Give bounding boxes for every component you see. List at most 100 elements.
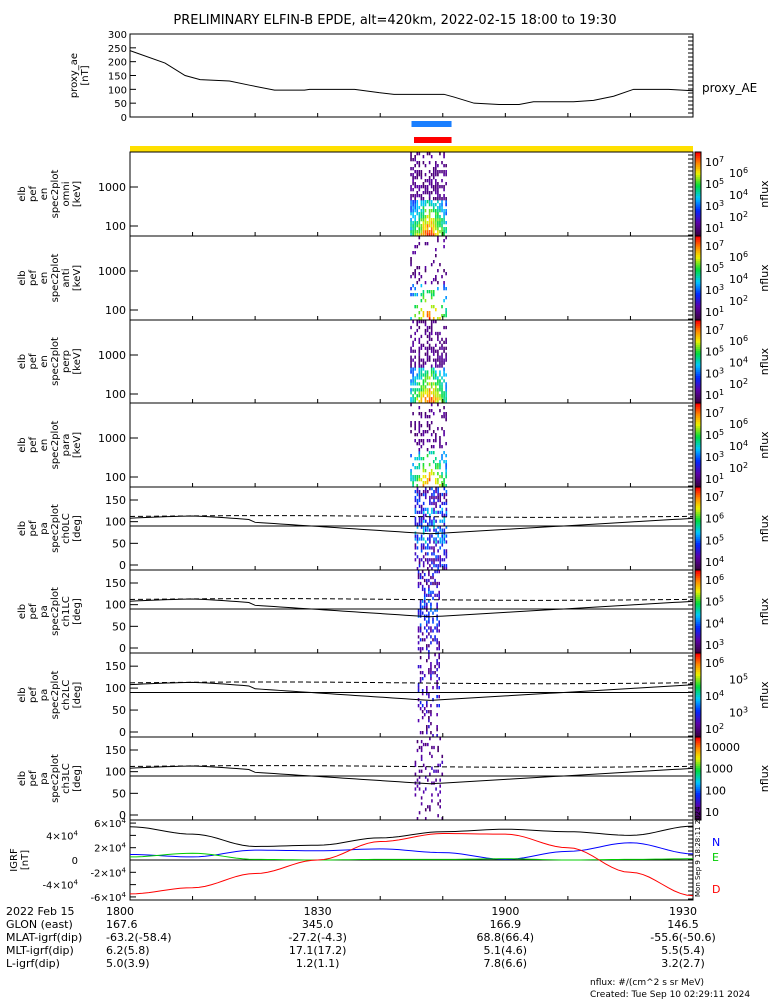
spectrogram-cell [430, 233, 433, 237]
spectrogram-cell [443, 221, 445, 225]
y-tick-label: 100 [105, 388, 126, 401]
spectrogram-cell [434, 578, 436, 583]
spectrogram-cell [437, 487, 439, 491]
y-tick-label: 50 [112, 620, 126, 633]
spectrogram-cell [435, 203, 437, 207]
spectrogram-cell [430, 370, 433, 374]
spectrogram-cell [412, 475, 414, 479]
spectrogram-cell [410, 200, 412, 204]
spectrogram-cell [443, 549, 446, 553]
spectrogram-cell [410, 209, 412, 213]
colorbar-segment [695, 524, 701, 527]
y-axis-label: elb pef en spec2plot perp [keV] [17, 337, 83, 386]
spectrogram-cell [416, 191, 419, 195]
spectrogram-cell [421, 575, 424, 580]
spectrogram-cell [430, 328, 433, 333]
colorbar-segment [695, 599, 701, 602]
colorbar-tick-label: 105 [705, 595, 724, 609]
spectrogram-cell [445, 412, 447, 416]
colorbar-segment [695, 242, 701, 245]
colorbar-segment [695, 619, 701, 623]
spectrogram-cell [430, 155, 433, 159]
y-axis-label-line: pef [28, 437, 39, 454]
x-axis-row-value: 17.1(17.2) [289, 944, 347, 957]
y-axis-label-line: spec2plot [50, 587, 61, 636]
y-axis-label-line: pa [39, 522, 50, 534]
colorbar-tick-label: 103 [705, 638, 724, 652]
spectrogram-cell [420, 457, 423, 461]
spectrogram-cell [432, 397, 435, 401]
colorbar-segment [695, 290, 701, 294]
spectrogram-cell [434, 581, 436, 586]
spectrogram-cell [435, 343, 437, 347]
colorbar-segment [695, 674, 701, 677]
spectrogram-cell [430, 629, 432, 633]
spectrogram-cell [430, 602, 432, 606]
colorbar-tick-label: 105 [705, 345, 724, 359]
spectrogram-cell [426, 629, 428, 633]
spectrogram-cell [443, 340, 445, 345]
spectrogram-cell [416, 212, 419, 216]
spectrogram-cell [418, 475, 421, 479]
spectrogram-cell [432, 206, 435, 210]
spectrogram-cell [437, 564, 439, 568]
colorbar-segment [695, 709, 701, 713]
spectrogram-cell [418, 448, 421, 452]
spectrogram-cell [437, 269, 439, 273]
colorbar-segment [695, 594, 701, 598]
spectrogram-cell [441, 492, 444, 497]
spectrogram-cell [414, 224, 416, 228]
colorbar-segment [695, 278, 701, 281]
spectrogram-cell [435, 320, 437, 324]
spectrogram-cell [435, 439, 437, 443]
colorbar-segment [695, 244, 701, 247]
spectrogram-cell [426, 394, 429, 398]
spectrogram-cell [419, 608, 422, 612]
spectrogram-cell [430, 331, 433, 336]
spectrogram-cell [412, 358, 414, 362]
spectrogram-cell [443, 537, 446, 541]
spectrogram-cell [418, 227, 421, 231]
spectrogram-cell [441, 427, 443, 431]
colorbar-segment [695, 617, 701, 621]
spectrogram-cell [428, 593, 430, 597]
spectrogram-cell [431, 510, 433, 514]
spectrogram-cell [437, 540, 439, 544]
colorbar-segment [695, 747, 701, 750]
spectrogram-cell [418, 221, 421, 225]
spectrogram-cell [420, 522, 423, 526]
spectrogram-cell [434, 671, 436, 675]
spectrogram-cell [412, 176, 414, 180]
spectrogram-cell [430, 626, 432, 630]
spectrogram-cell [420, 478, 423, 482]
spectrogram-cell [428, 182, 431, 186]
spectrogram-cell [443, 492, 446, 497]
spectrogram-cell [424, 481, 427, 485]
spectrogram-cell [435, 400, 437, 404]
spectrogram-cell [445, 212, 447, 216]
colorbar-segment [695, 384, 701, 387]
colorbar-segment [695, 196, 701, 199]
spectrogram-cell [433, 558, 435, 562]
colorbar-segment [695, 261, 701, 264]
colorbar-segment [695, 737, 701, 740]
spectrogram-cell [443, 170, 445, 174]
spectrogram-cell [416, 489, 419, 494]
spectrogram-cell [436, 668, 438, 672]
spectrogram-cell [436, 686, 438, 690]
colorbar-segment [695, 817, 701, 821]
spectrogram-cell [437, 230, 439, 234]
spectrogram-cell [416, 221, 419, 225]
spectrogram-cell [418, 745, 421, 750]
spectrogram-cell [426, 391, 429, 395]
spectrogram-cell [439, 317, 441, 321]
spectrogram-cell [424, 331, 427, 336]
y-axis-label-line: elb [17, 354, 28, 369]
spectrogram-cell [437, 379, 439, 383]
spectrogram-cell [414, 391, 416, 395]
spectrogram-cell [437, 185, 439, 189]
spectrogram-cell [445, 173, 447, 177]
y-axis-label-line: [deg] [72, 765, 83, 792]
colorbar-segment [695, 204, 701, 208]
spectrogram-cell [414, 489, 417, 494]
